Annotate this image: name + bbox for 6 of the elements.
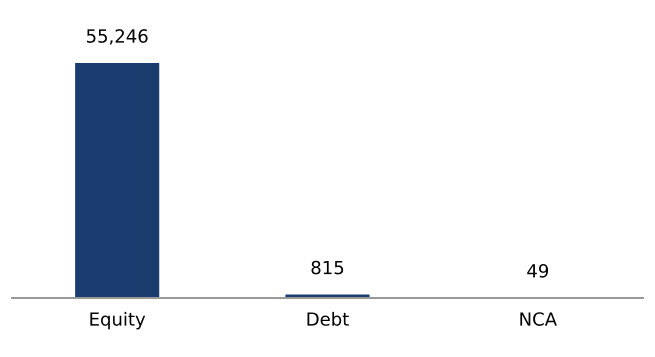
data-label: 815 bbox=[311, 260, 344, 274]
x-tick-label: Debt bbox=[307, 312, 349, 326]
x-tick-label: NCA bbox=[520, 312, 557, 326]
data-label: 55,246 bbox=[86, 29, 148, 45]
x-tick-label: Equity bbox=[90, 312, 146, 330]
data-label: 49 bbox=[527, 264, 548, 278]
